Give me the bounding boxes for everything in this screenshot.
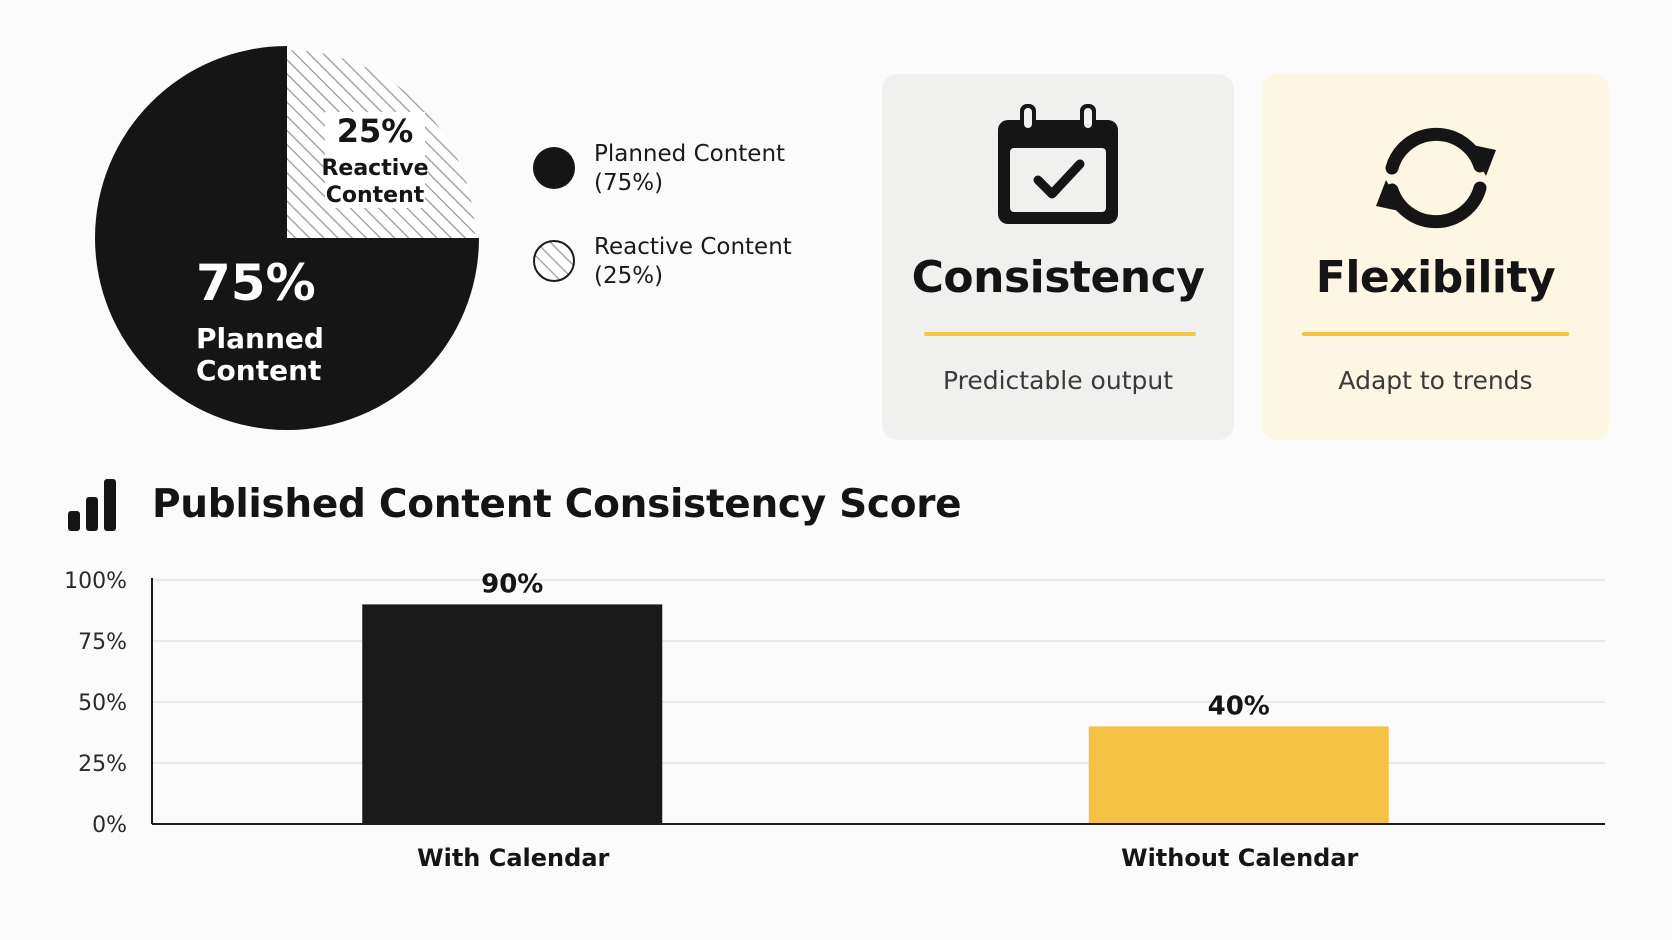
bar-with-calendar xyxy=(362,604,663,824)
card-subtitle: Predictable output xyxy=(942,366,1174,395)
legend-item-planned: Planned Content (75%) xyxy=(532,141,852,206)
bar-chart-title: Published Content Consistency Score xyxy=(152,482,962,527)
refresh-icon xyxy=(1375,127,1496,229)
pie-slice-reactive xyxy=(287,50,475,238)
y-tick-label: 50% xyxy=(78,691,127,716)
bar-value-label: 40% xyxy=(1208,691,1270,721)
legend-item-reactive: Reactive Content (25%) xyxy=(532,234,852,299)
pie-label-reactive-line1: Reactive xyxy=(321,156,428,181)
card-title: Flexibility xyxy=(1315,252,1556,303)
pie-label-planned-pct: 75% xyxy=(196,254,316,312)
bar-value-label: 90% xyxy=(481,569,543,599)
pie-label-reactive-line2: Content xyxy=(326,183,425,208)
x-category-label: With Calendar xyxy=(417,844,609,872)
pie-slice-planned xyxy=(95,46,479,430)
pie-label-planned-line1: Planned xyxy=(196,322,324,355)
legend-swatch-solid xyxy=(533,147,575,189)
pie-label-bg xyxy=(325,112,425,208)
bar-chart-icon xyxy=(68,479,116,531)
card-divider xyxy=(924,332,1196,336)
y-tick-label: 100% xyxy=(64,569,127,594)
card-subtitle: Adapt to trends xyxy=(1338,366,1533,395)
pie-label-reactive-pct: 25% xyxy=(337,112,414,150)
calendar-check-icon xyxy=(998,104,1118,224)
pie-label-planned-line2: Content xyxy=(196,354,321,387)
card-divider xyxy=(1302,332,1569,336)
legend-swatch-hatched xyxy=(533,240,575,282)
flexibility-card: Flexibility Adapt to trends xyxy=(1262,74,1609,440)
legend-label: Planned Content (75%) xyxy=(594,141,786,196)
y-tick-label: 0% xyxy=(92,813,127,838)
x-category-label: Without Calendar xyxy=(1121,844,1358,872)
y-tick-label: 75% xyxy=(78,630,127,655)
card-title: Consistency xyxy=(911,252,1205,303)
y-tick-label: 25% xyxy=(78,752,127,777)
legend-label: Reactive Content (25%) xyxy=(594,234,792,289)
bar-without-calendar xyxy=(1088,726,1389,824)
consistency-card: Consistency Predictable output xyxy=(882,74,1234,440)
